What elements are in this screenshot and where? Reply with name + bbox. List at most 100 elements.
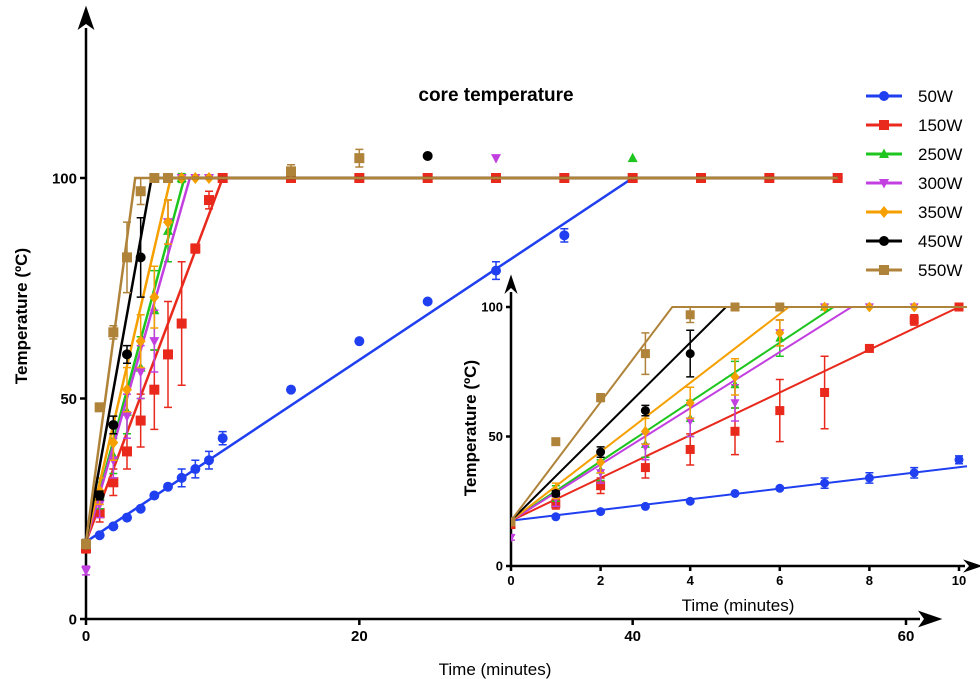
- main-fit-line: [84, 176, 838, 542]
- inset-data-point: [730, 399, 740, 408]
- inset-fit-line: [511, 306, 967, 522]
- inset-data-point: [685, 397, 695, 409]
- inset-x-tick-label: 8: [866, 573, 873, 588]
- main-data-point: [354, 153, 365, 164]
- main-data-point: [286, 384, 296, 395]
- legend-item-550W: 550W: [866, 261, 962, 280]
- main-x-tick-label: 60: [898, 628, 915, 645]
- inset-data-point: [551, 512, 561, 522]
- main-data-point: [94, 530, 105, 541]
- main-data-point: [122, 252, 132, 263]
- main-data-point: [94, 402, 105, 413]
- main-data-point: [422, 296, 433, 307]
- inset-x-tick-label: 2: [597, 573, 604, 588]
- inset-x-axis-arrow: [963, 559, 980, 573]
- main-data-point: [135, 415, 146, 426]
- inset-y-axis-label: Temperature (ºC): [461, 360, 480, 496]
- inset-data-point: [864, 473, 874, 483]
- legend-label: 550W: [918, 261, 962, 280]
- main-series-250W: [81, 152, 838, 550]
- main-data-point: [354, 336, 365, 347]
- main-data-point: [204, 455, 214, 466]
- inset-data-point: [640, 349, 650, 359]
- main-data-point: [122, 349, 132, 360]
- legend: 50W 150W 250W 300W 350W 450W 550W: [866, 87, 962, 280]
- inset-data-point: [730, 426, 740, 436]
- legend-item-250W: 250W: [866, 145, 962, 164]
- main-data-point: [108, 419, 119, 430]
- inset-data-point: [640, 443, 650, 452]
- inset-data-point: [511, 517, 516, 527]
- main-y-tick-label: 0: [69, 611, 77, 628]
- inset-x-tick-label: 6: [776, 573, 783, 588]
- inset-data-point: [551, 488, 561, 498]
- main-data-point: [286, 166, 296, 177]
- main-data-point: [491, 154, 501, 164]
- inset-data-point: [909, 468, 919, 478]
- main-series-300W: [81, 154, 838, 576]
- inset-data-point: [596, 507, 606, 517]
- legend-marker: [879, 236, 889, 246]
- main-data-point: [190, 464, 201, 475]
- inset-data-point: [640, 425, 650, 437]
- inset-series-550W: [511, 302, 967, 527]
- inset-data-point: [730, 488, 740, 498]
- inset-data-point: [685, 417, 695, 426]
- legend-item-300W: 300W: [866, 174, 962, 193]
- inset-y-tick-label: 100: [481, 300, 503, 315]
- main-data-point: [122, 512, 132, 523]
- main-y-tick-label: 100: [52, 170, 77, 187]
- main-data-point: [627, 152, 638, 163]
- inset-data-point: [775, 406, 785, 416]
- inset-data-point: [730, 371, 740, 383]
- main-data-point: [149, 384, 160, 395]
- inset-data-point: [596, 481, 606, 491]
- legend-label: 50W: [918, 87, 953, 106]
- main-y-tick-label: 50: [60, 391, 77, 408]
- inset-data-point: [775, 327, 785, 339]
- legend-marker: [879, 265, 889, 275]
- main-data-point: [135, 186, 146, 197]
- inset-data-point: [596, 457, 606, 468]
- legend-item-350W: 350W: [866, 203, 962, 222]
- inset-data-point: [640, 463, 650, 473]
- main-data-point: [204, 195, 214, 206]
- main-series-350W: [81, 172, 838, 551]
- inset-y-axis-arrow: [504, 274, 518, 294]
- inset-data-point: [596, 393, 606, 403]
- inset-data-point: [685, 349, 695, 359]
- inset-data-point: [640, 406, 650, 416]
- main-data-point: [135, 252, 146, 263]
- main-data-point: [94, 490, 105, 501]
- main-x-axis-arrow: [918, 610, 943, 628]
- legend-marker: [879, 206, 889, 218]
- legend-label: 300W: [918, 174, 962, 193]
- chart-title: core temperature: [418, 85, 573, 106]
- inset-data-point: [820, 387, 830, 397]
- inset-data-point: [511, 533, 516, 543]
- x-axis-label: Time (minutes): [439, 660, 552, 679]
- main-data-point: [149, 291, 160, 304]
- chart-labels: core temperature Time (minutes) Temperat…: [12, 85, 794, 679]
- legend-marker: [879, 148, 889, 158]
- main-data-point: [190, 243, 201, 254]
- inset-data-point: [954, 455, 964, 465]
- inset-y-tick-label: 50: [489, 429, 503, 444]
- main-data-point: [135, 368, 146, 378]
- legend-marker: [879, 120, 889, 130]
- legend-item-50W: 50W: [866, 87, 953, 106]
- main-data-point: [163, 349, 173, 360]
- main-data-point: [491, 265, 501, 276]
- main-data-point: [149, 490, 160, 501]
- inset-data-point: [909, 315, 919, 325]
- main-data-point: [163, 216, 173, 229]
- main-data-point: [108, 521, 119, 532]
- inset-data-point: [596, 447, 606, 457]
- inset-data-point: [820, 478, 830, 488]
- legend-label: 350W: [918, 203, 962, 222]
- main-data-point: [176, 472, 187, 483]
- main-data-point: [81, 566, 91, 576]
